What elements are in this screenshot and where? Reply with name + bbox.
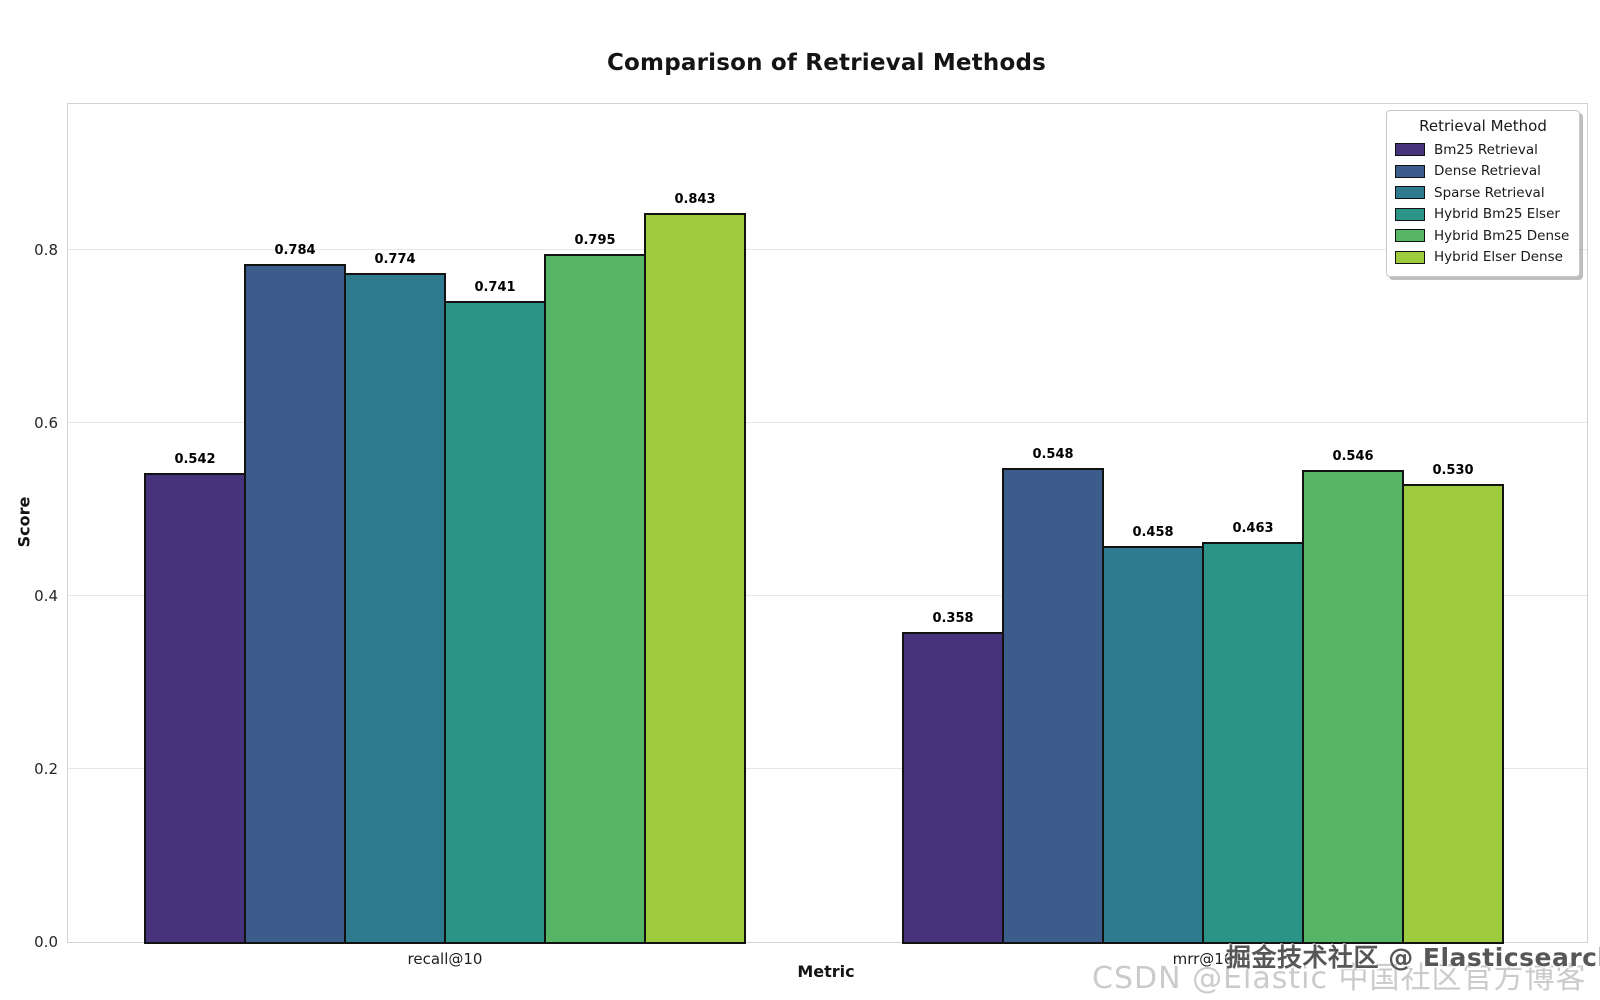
legend-row-hybrid-elser-dense: Hybrid Elser Dense [1395,247,1571,269]
legend-row-hybrid-bm25-elser: Hybrid Bm25 Elser [1395,204,1571,226]
legend-title: Retrieval Method [1419,117,1547,135]
legend-swatch-dense-retrieval [1395,164,1425,178]
chart-title: Comparison of Retrieval Methods [606,50,1047,76]
bar-value-label: 0.784 [274,243,316,258]
bar-recall-10-hybrid-elser-dense [644,213,746,944]
bar-mrr-10-hybrid-elser-dense [1402,484,1504,944]
bar-mrr-10-bm25-retrieval [902,632,1004,944]
legend-label-hybrid-bm25-elser: Hybrid Bm25 Elser [1434,206,1560,223]
bar-value-label: 0.774 [374,252,416,267]
legend-label-hybrid-elser-dense: Hybrid Elser Dense [1434,249,1563,266]
bar-value-label: 0.548 [1032,447,1074,462]
gridline-y-0.4 [68,595,1587,597]
bar-value-label: 0.458 [1132,525,1174,540]
y-tick-label: 0.0 [34,933,58,951]
gridline-y-0.6 [68,422,1587,424]
legend-row-dense-retrieval: Dense Retrieval [1395,161,1571,183]
bar-mrr-10-hybrid-bm25-dense [1302,470,1404,944]
y-tick-label: 0.6 [34,414,58,433]
legend-row-hybrid-bm25-dense: Hybrid Bm25 Dense [1395,225,1571,247]
bar-value-label: 0.530 [1432,463,1474,478]
legend-swatch-bm25-retrieval [1395,143,1425,157]
legend-row-sparse-retrieval: Sparse Retrieval [1395,182,1571,204]
bar-value-label: 0.843 [674,192,716,207]
bar-value-label: 0.463 [1232,521,1274,536]
legend-swatch-hybrid-bm25-elser [1395,207,1425,221]
bar-recall-10-hybrid-bm25-elser [444,301,546,944]
gridline-y-0.2 [68,768,1587,770]
bar-group-recall-10: 0.542 0.784 0.774 0.741 0.795 0.843 [144,104,746,944]
legend-label-dense-retrieval: Dense Retrieval [1434,163,1541,180]
bar-value-label: 0.542 [174,452,216,467]
legend-label-bm25-retrieval: Bm25 Retrieval [1434,141,1538,158]
legend: Retrieval Method Bm25 Retrieval Dense Ret… [1386,110,1580,277]
y-tick-label: 0.2 [34,760,58,779]
legend-items: Bm25 Retrieval Dense Retrieval Sparse Retr… [1395,139,1571,268]
bar-recall-10-dense-retrieval [244,264,346,944]
bar-value-label: 0.795 [574,233,616,248]
x-axis-label: Metric [797,962,855,981]
bar-value-label: 0.741 [474,280,516,295]
bar-mrr-10-hybrid-bm25-elser [1202,542,1304,944]
bar-group-mrr-10: 0.358 0.548 0.458 0.463 0.546 0.530 [902,104,1504,944]
y-tick-label: 0.4 [34,587,58,606]
x-tick-label-mrr-10: mrr@10 [1172,950,1234,968]
x-tick-label-recall-10: recall@10 [407,950,483,968]
bar-mrr-10-sparse-retrieval [1102,546,1204,944]
plot-area: 0.0 0.2 0.4 0.6 0.8 0.542 0.784 0.774 0.741 0.795… [34,103,1588,968]
legend-swatch-hybrid-elser-dense [1395,250,1425,264]
legend-swatch-sparse-retrieval [1395,186,1425,200]
legend-label-sparse-retrieval: Sparse Retrieval [1434,184,1545,201]
bar-value-label: 0.546 [1332,449,1374,464]
bar-value-label: 0.358 [932,611,974,626]
bar-recall-10-sparse-retrieval [344,273,446,944]
watermark-csdn: CSDN @Elastic 中国社区官方博客 [1092,961,1587,996]
gridline-y-0.8 [68,249,1587,251]
bar-recall-10-bm25-retrieval [144,473,246,944]
y-axis-label: Score [14,496,34,548]
watermark-juejin: 掘金技术社区 @ Elasticsearch [1226,943,1600,972]
legend-swatch-hybrid-bm25-dense [1395,229,1425,243]
legend-label-hybrid-bm25-dense: Hybrid Bm25 Dense [1434,227,1570,244]
bar-recall-10-hybrid-bm25-dense [544,254,646,944]
legend-row-bm25-retrieval: Bm25 Retrieval [1395,139,1571,161]
bar-mrr-10-dense-retrieval [1002,468,1104,944]
y-tick-label: 0.8 [34,241,58,260]
